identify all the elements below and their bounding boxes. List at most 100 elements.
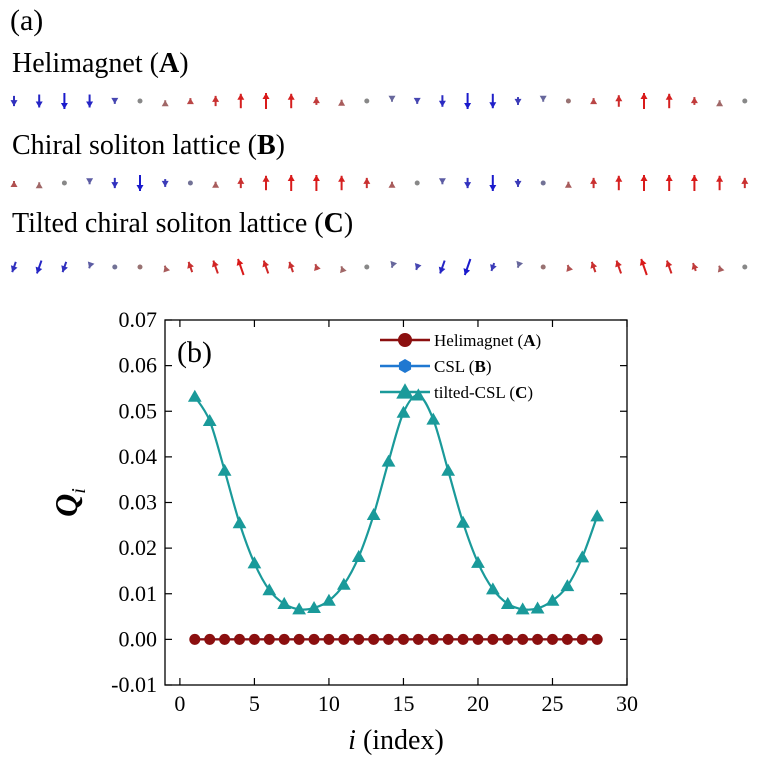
spin-arrow bbox=[541, 265, 546, 270]
spin-arrow bbox=[138, 265, 143, 270]
spin-arrow bbox=[288, 262, 295, 272]
spin-arrow bbox=[641, 93, 648, 109]
spin-arrow bbox=[718, 266, 725, 273]
spin-row-helimagnet bbox=[0, 84, 759, 118]
spin-arrow bbox=[541, 181, 546, 186]
spin-arrow bbox=[11, 262, 18, 272]
data-point bbox=[486, 582, 500, 594]
spin-arrow bbox=[313, 97, 320, 105]
data-point bbox=[309, 634, 320, 645]
data-point bbox=[367, 508, 381, 520]
data-point bbox=[248, 556, 262, 568]
data-point bbox=[234, 634, 245, 645]
spin-arrow bbox=[187, 98, 194, 104]
row-title-text: Tilted chiral soliton lattice bbox=[12, 208, 307, 239]
legend-label: tilted-CSL (C) bbox=[434, 383, 533, 402]
series-line bbox=[195, 395, 597, 610]
spin-arrow bbox=[716, 176, 723, 190]
panel-a-spin-configurations: (a) Helimagnet (A) Chiral soliton lattic… bbox=[0, 0, 759, 290]
row-title-text: Helimagnet bbox=[12, 48, 143, 79]
spin-arrow bbox=[212, 261, 219, 274]
spin-arrow bbox=[187, 262, 194, 272]
spin-arrow bbox=[314, 264, 321, 271]
spin-arrow bbox=[36, 182, 43, 188]
x-tick-label: 0 bbox=[174, 691, 185, 716]
panel-a-label: (a) bbox=[10, 6, 43, 36]
row-title-helimagnet: Helimagnet (A) bbox=[12, 50, 189, 78]
spin-arrow bbox=[86, 95, 93, 108]
spin-arrow bbox=[111, 98, 118, 104]
data-point bbox=[458, 634, 469, 645]
data-point bbox=[337, 578, 351, 590]
spin-arrow bbox=[515, 97, 522, 105]
x-tick-label: 10 bbox=[318, 691, 340, 716]
series-helimagnet bbox=[189, 634, 602, 645]
data-point bbox=[218, 464, 232, 476]
data-point bbox=[441, 464, 455, 476]
panel-b-chart: 0 5 10 15 20 25 30 -0.01 0.00 0.01 0.02 0.03 0.04 0.0… bbox=[0, 290, 759, 776]
x-tick-label: 20 bbox=[467, 691, 489, 716]
data-point bbox=[590, 509, 604, 521]
spin-arrow bbox=[439, 95, 446, 107]
spin-arrow bbox=[313, 175, 320, 191]
row-title-chiral-soliton-lattice: Chiral soliton lattice (B) bbox=[12, 132, 285, 160]
spin-arrow bbox=[666, 94, 673, 108]
y-tick-label: 0.04 bbox=[119, 444, 158, 469]
spin-arrow bbox=[716, 100, 723, 106]
y-tick-label: 0.05 bbox=[119, 398, 158, 423]
spin-arrow bbox=[464, 93, 471, 109]
series-tilted-csl bbox=[188, 388, 604, 614]
data-point bbox=[189, 634, 200, 645]
spin-arrow bbox=[641, 175, 648, 191]
spin-arrow bbox=[566, 99, 571, 104]
spin-arrow bbox=[163, 266, 170, 273]
spin-arrow bbox=[86, 178, 93, 184]
spin-arrow bbox=[162, 100, 169, 106]
data-point bbox=[577, 634, 588, 645]
y-tick-label: 0.06 bbox=[119, 353, 158, 378]
spin-arrow bbox=[288, 175, 295, 191]
spin-arrow bbox=[615, 261, 622, 274]
spin-arrow bbox=[590, 262, 597, 272]
spin-arrow bbox=[691, 97, 698, 105]
data-point bbox=[233, 516, 247, 528]
data-point bbox=[575, 550, 589, 562]
data-point bbox=[277, 597, 291, 609]
spin-arrow bbox=[516, 261, 523, 268]
x-tick-label: 30 bbox=[616, 691, 638, 716]
x-tick-label: 5 bbox=[249, 691, 260, 716]
data-point bbox=[204, 634, 215, 645]
spin-arrow bbox=[61, 93, 68, 109]
data-point bbox=[353, 634, 364, 645]
spin-arrow bbox=[363, 178, 370, 188]
spin-arrow bbox=[615, 176, 622, 190]
data-point bbox=[562, 634, 573, 645]
spin-arrow bbox=[212, 96, 219, 106]
spin-arrow bbox=[88, 261, 95, 268]
x-axis-label: i (index) bbox=[348, 725, 444, 756]
spin-arrow bbox=[692, 263, 699, 271]
spin-arrow bbox=[464, 178, 471, 188]
spin-arrow bbox=[390, 261, 397, 268]
spin-arrow bbox=[262, 261, 269, 274]
legend-item: tilted-CSL (C) bbox=[380, 383, 533, 402]
spin-arrow bbox=[615, 95, 622, 107]
qi-chart: 0 5 10 15 20 25 30 -0.01 0.00 0.01 0.02 0.03 0.04 0.0… bbox=[0, 290, 759, 776]
data-point bbox=[426, 413, 440, 425]
data-point bbox=[203, 414, 217, 426]
data-point bbox=[382, 455, 396, 467]
spin-arrow bbox=[490, 263, 497, 271]
legend-item: Helimagnet (A) bbox=[380, 331, 541, 350]
data-point bbox=[188, 390, 202, 402]
spin-arrow bbox=[489, 94, 496, 108]
legend-label: CSL (B) bbox=[434, 357, 491, 376]
spin-arrow bbox=[741, 178, 748, 188]
spin-arrow bbox=[61, 262, 68, 272]
row-title-tilted-chiral-soliton-lattice: Tilted chiral soliton lattice (C) bbox=[12, 210, 353, 238]
data-point bbox=[219, 634, 230, 645]
spin-arrow bbox=[590, 98, 597, 104]
spin-arrow bbox=[111, 178, 118, 188]
data-point bbox=[368, 634, 379, 645]
data-point bbox=[472, 634, 483, 645]
spin-arrow bbox=[515, 179, 522, 187]
